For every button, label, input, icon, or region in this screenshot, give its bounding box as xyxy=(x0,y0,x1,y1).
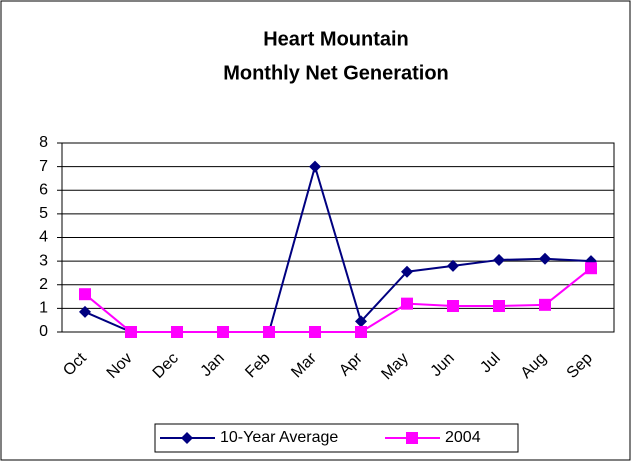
y-tick-label: 5 xyxy=(39,205,48,222)
marker xyxy=(309,160,321,173)
marker xyxy=(79,288,91,301)
y-tick-label: 7 xyxy=(39,158,48,175)
y-tick-label: 8 xyxy=(39,134,48,151)
y-tick-label: 4 xyxy=(39,229,48,246)
marker xyxy=(79,305,91,318)
marker xyxy=(585,262,597,275)
marker xyxy=(401,297,413,310)
marker xyxy=(447,259,459,272)
marker xyxy=(171,326,183,338)
y-tick-label: 3 xyxy=(39,252,48,269)
marker xyxy=(355,315,367,328)
y-tick-label: 1 xyxy=(39,300,48,317)
legend-box xyxy=(154,423,519,453)
legend-label: 10-Year Average xyxy=(220,429,338,446)
marker xyxy=(539,252,551,265)
legend-label: 2004 xyxy=(445,429,481,446)
y-tick-label: 0 xyxy=(39,323,48,340)
marker xyxy=(217,326,229,338)
marker xyxy=(355,326,367,338)
y-tick-label: 2 xyxy=(39,276,48,293)
marker xyxy=(447,300,459,313)
y-tick-label: 6 xyxy=(39,181,48,198)
series-line xyxy=(84,267,592,333)
marker xyxy=(309,326,321,338)
marker xyxy=(539,298,551,311)
chart-title: Heart Mountain xyxy=(263,28,409,50)
chart-title: Monthly Net Generation xyxy=(223,62,449,84)
marker xyxy=(493,253,505,266)
legend-marker xyxy=(406,432,418,444)
marker xyxy=(401,265,413,278)
marker xyxy=(493,300,505,313)
legend-marker xyxy=(181,432,193,444)
marker xyxy=(125,326,137,338)
marker xyxy=(263,326,275,338)
